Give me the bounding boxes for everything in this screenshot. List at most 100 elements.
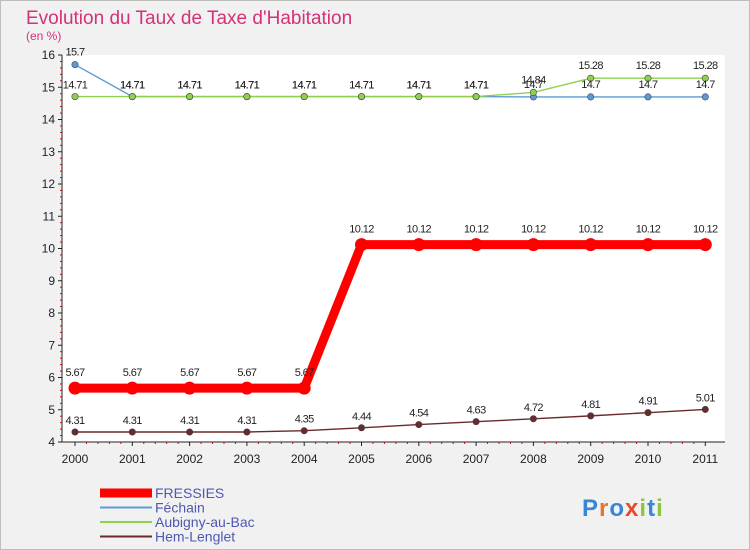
- chart-title: Evolution du Taux de Taxe d'Habitation: [26, 8, 352, 29]
- x-tick-label: 2004: [291, 452, 318, 466]
- legend-label-1: Féchain: [155, 500, 205, 516]
- x-tick-label: 2011: [692, 452, 718, 466]
- series-line-0: [75, 240, 706, 393]
- data-label: 15.28: [578, 60, 603, 72]
- y-tick-label: 6: [48, 371, 55, 385]
- data-label: 10.12: [521, 224, 546, 236]
- series-point-2: [701, 74, 709, 82]
- x-tick-label: 2002: [176, 452, 203, 466]
- data-label: 10.12: [578, 224, 603, 236]
- data-label: 14.7: [581, 79, 600, 91]
- data-label: 14.71: [235, 80, 260, 92]
- y-tick-label: 8: [48, 306, 55, 320]
- data-label: 10.12: [464, 224, 489, 236]
- data-label: 4.31: [180, 415, 199, 427]
- series-point-2: [128, 93, 136, 101]
- x-tick-label: 2006: [405, 452, 432, 466]
- data-label: 14.71: [464, 80, 489, 92]
- series-point-3: [644, 409, 652, 417]
- y-tick-label: 10: [42, 242, 56, 256]
- data-label: 14.71: [407, 80, 432, 92]
- series-point-3: [186, 428, 194, 436]
- data-label: 5.01: [696, 392, 715, 404]
- data-label: 14.71: [292, 80, 317, 92]
- data-label: 15.7: [65, 47, 84, 59]
- chart-subtitle: (en %): [26, 29, 61, 43]
- data-label: 5.67: [180, 367, 199, 379]
- data-label: 14.71: [235, 80, 260, 92]
- data-label: 5.67: [237, 367, 256, 379]
- x-tick-label: 2003: [234, 452, 261, 466]
- legend-label-2: Aubigny-au-Bac: [155, 514, 255, 530]
- series-point-2: [529, 88, 537, 96]
- series-point-0: [526, 238, 540, 252]
- y-tick-label: 15: [42, 80, 56, 94]
- data-label: 4.54: [409, 408, 428, 420]
- y-tick-label: 16: [42, 48, 56, 62]
- logo-letter: P: [582, 495, 599, 522]
- data-label: 14.71: [177, 80, 202, 92]
- data-label: 5.67: [295, 367, 314, 379]
- y-tick-label: 14: [42, 113, 56, 127]
- logo-letter: i: [639, 495, 647, 522]
- data-label: 14.71: [349, 80, 374, 92]
- data-label: 5.67: [123, 367, 142, 379]
- data-label: 14.71: [177, 80, 202, 92]
- y-tick-label: 4: [48, 435, 55, 449]
- x-tick-label: 2010: [635, 452, 662, 466]
- legend-label-0: FRESSIES: [155, 485, 224, 501]
- data-label: 4.91: [638, 396, 657, 408]
- y-tick-label: 5: [48, 403, 55, 417]
- logo-letter: r: [599, 495, 609, 522]
- series-point-2: [243, 93, 251, 101]
- series-point-2: [357, 93, 365, 101]
- series-point-0: [297, 381, 311, 395]
- series-point-2: [186, 93, 194, 101]
- data-label: 4.31: [65, 415, 84, 427]
- series-line-3: [75, 408, 706, 433]
- series-point-0: [240, 381, 254, 395]
- data-label: 14.71: [120, 80, 145, 92]
- data-label: 4.81: [581, 399, 600, 411]
- series-point-1: [644, 93, 652, 101]
- data-label: 5.67: [65, 367, 84, 379]
- series-point-2: [644, 74, 652, 82]
- x-tick-label: 2005: [348, 452, 375, 466]
- x-tick-label: 2001: [119, 452, 146, 466]
- data-label: 14.71: [120, 80, 145, 92]
- y-tick-label: 13: [42, 145, 56, 159]
- x-tick-label: 2008: [520, 452, 547, 466]
- data-label: 4.63: [467, 405, 486, 417]
- data-label: 14.7: [696, 79, 715, 91]
- series-point-2: [300, 93, 308, 101]
- y-tick-label: 7: [48, 338, 55, 352]
- logo-letter: o: [609, 495, 625, 522]
- series-point-3: [71, 428, 79, 436]
- logo-letter: x: [625, 495, 639, 522]
- series-point-3: [243, 428, 251, 436]
- series-point-1: [587, 93, 595, 101]
- data-label: 4.44: [352, 411, 371, 423]
- series-point-0: [68, 381, 82, 395]
- series-point-3: [587, 412, 595, 420]
- data-label: 14.71: [407, 80, 432, 92]
- data-label: 4.35: [295, 414, 314, 426]
- data-labels: 5.67 5.67 5.67 5.67 5.67 10.12 10.12 10.12 10.12…: [63, 47, 719, 427]
- data-label: 4.31: [123, 415, 142, 427]
- series-point-1: [71, 61, 79, 69]
- series-point-0: [641, 238, 655, 252]
- data-label: 14.7: [524, 79, 543, 91]
- data-label: 4.31: [237, 415, 256, 427]
- series-point-1: [701, 93, 709, 101]
- series-line-2: [75, 77, 706, 98]
- series-point-0: [412, 238, 426, 252]
- series-point-3: [529, 415, 537, 423]
- logo-letter: t: [647, 495, 656, 522]
- series-point-2: [71, 93, 79, 101]
- data-label: 10.12: [349, 224, 374, 236]
- series-point-2: [587, 74, 595, 82]
- x-tick-label: 2007: [463, 452, 490, 466]
- y-tick-label: 11: [43, 209, 56, 223]
